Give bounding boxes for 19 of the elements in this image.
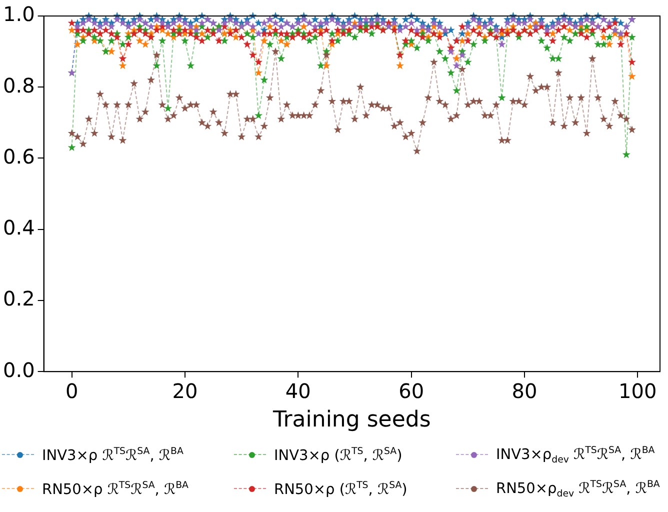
legend-label: INV3×ρ$_{dev}$ ℛ$^{TS}$ℛ$^{SA}$, ℛ$^{BA}$ [496, 444, 655, 466]
legend-label: RN50×ρ ℛ$^{TS}$ℛ$^{SA}$, ℛ$^{BA}$ [42, 480, 188, 498]
y-tick-label: 0.2 [2, 286, 35, 311]
x-tick-label: 0 [65, 378, 78, 403]
legend-label: INV3×ρ ℛ$^{TS}$ℛ$^{SA}$, ℛ$^{BA}$ [42, 446, 184, 464]
legend-label: RN50×ρ$_{dev}$ ℛ$^{TS}$ℛ$^{SA}$, ℛ$^{BA}$ [496, 478, 660, 500]
x-tick-label: 40 [285, 378, 311, 403]
y-tick-label: 0.4 [2, 216, 35, 240]
legend-label: INV3×ρ (ℛ$^{TS}$, ℛ$^{SA}$) [274, 446, 402, 464]
x-tick-label: 20 [172, 378, 198, 403]
x-tick-label: 80 [512, 378, 538, 403]
x-tick-label: 60 [398, 378, 424, 403]
y-tick-label: 0.8 [2, 73, 35, 98]
y-tick-label: 0.0 [2, 358, 35, 382]
legend-label: RN50×ρ (ℛ$^{TS}$, ℛ$^{SA}$) [274, 480, 408, 498]
x-tick-label: 100 [618, 378, 657, 403]
y-tick-label: 0.6 [2, 144, 35, 168]
y-tick-label: 1.0 [2, 2, 35, 26]
x-axis-title: Training seeds [272, 408, 431, 433]
